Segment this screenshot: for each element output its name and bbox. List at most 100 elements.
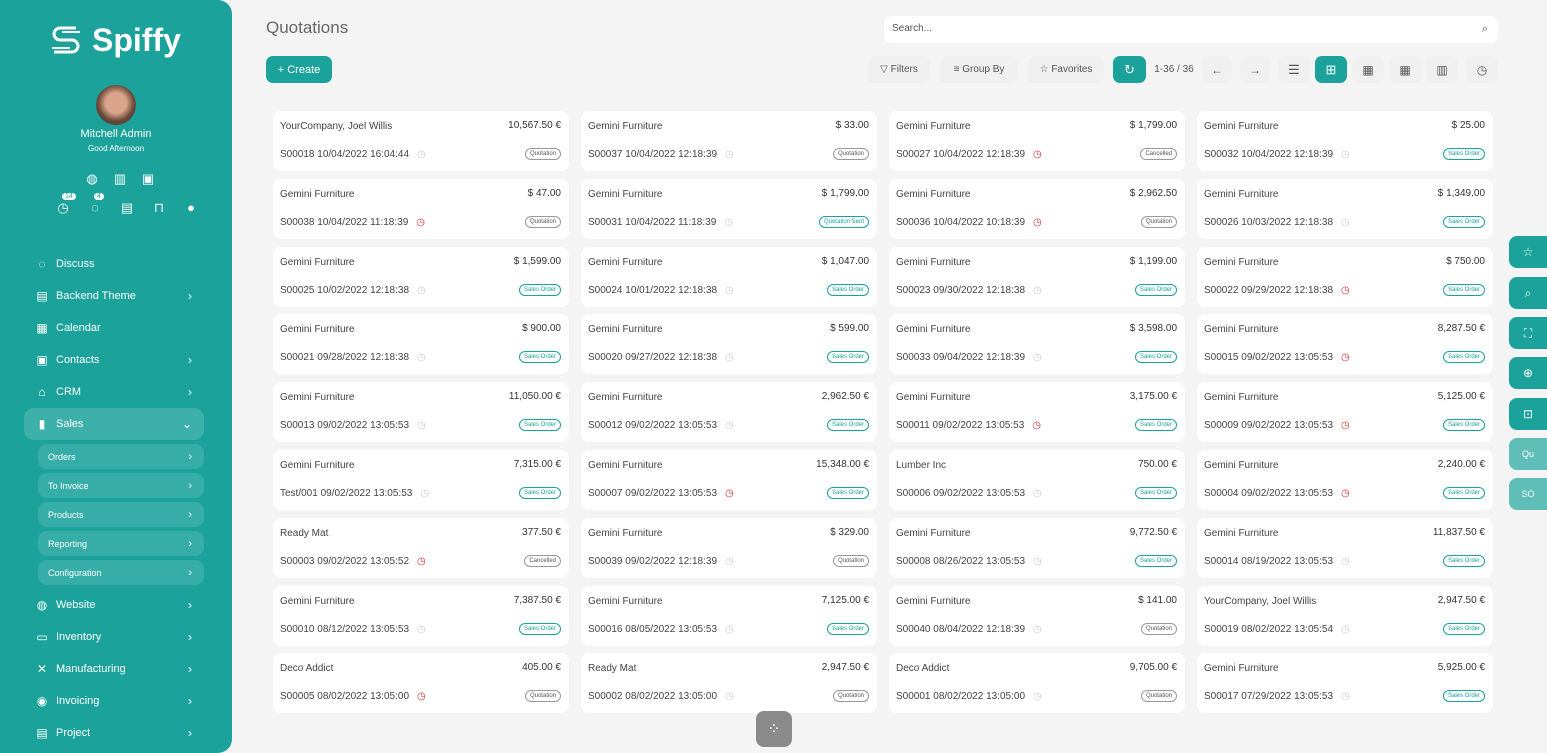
quotation-card[interactable]: Gemini Furniture $ 1,047.00 S00024 10/01… <box>581 246 877 307</box>
bookmark-button[interactable]: ⊡ <box>1509 398 1547 430</box>
activity-clock-icon[interactable]: ◷ <box>417 352 426 364</box>
search-input[interactable]: Search... ⌕ <box>884 16 1498 43</box>
quotation-card[interactable]: Gemini Furniture 7,387.50 € S00010 08/12… <box>273 585 569 646</box>
quotation-card[interactable]: Gemini Furniture 2,962.50 € S00012 09/02… <box>581 382 877 443</box>
quotation-card[interactable]: Gemini Furniture 9,772.50 € S00008 08/26… <box>889 517 1185 578</box>
paint-roller-icon[interactable]: ▤ <box>120 200 134 215</box>
calendar-view-button[interactable]: ▦ <box>1352 56 1384 83</box>
sidebar-item-crm[interactable]: ⌂ CRM › <box>24 376 204 408</box>
quotation-card[interactable]: Ready Mat 2,947.50 € S00002 08/02/2022 1… <box>581 653 877 714</box>
activity-clock-icon[interactable]: ◷ <box>1341 420 1350 432</box>
sales-order-shortcut[interactable]: SO <box>1509 478 1547 510</box>
activity-clock-icon[interactable]: ◷ <box>1033 352 1042 364</box>
activity-clock-icon[interactable]: ◷ <box>725 284 734 296</box>
quotation-card[interactable]: Gemini Furniture $ 33.00 S00037 10/04/20… <box>581 111 877 171</box>
group-by-button[interactable]: ≡ Group By <box>940 56 1018 83</box>
quotation-card[interactable]: Gemini Furniture $ 141.00 S00040 08/04/2… <box>889 585 1185 646</box>
quotation-card[interactable]: Gemini Furniture 5,125.00 € S00009 09/02… <box>1197 382 1493 443</box>
activity-clock-icon[interactable]: ◷ <box>1341 284 1350 296</box>
company-icon[interactable]: ▥ <box>113 171 127 186</box>
activity-clock-icon[interactable]: ◷ <box>725 555 734 567</box>
sidebar-subitem-products[interactable]: Products › <box>38 502 204 527</box>
activity-clock-icon[interactable]: ◷ <box>416 216 426 228</box>
quotation-card[interactable]: Gemini Furniture 15,348.00 € S00007 09/0… <box>581 450 877 510</box>
quotation-card[interactable]: Gemini Furniture 7,125.00 € S00016 08/05… <box>581 585 877 646</box>
refresh-button[interactable]: ↻ <box>1113 56 1146 83</box>
lock-icon[interactable]: ⊓ <box>153 200 165 215</box>
quotation-card[interactable]: Gemini Furniture 2,240.00 € S00004 09/02… <box>1197 450 1493 510</box>
sidebar-item-website[interactable]: ◍ Website › <box>24 589 204 621</box>
activity-clock-icon[interactable]: ◷ <box>417 420 426 432</box>
favorite-star-button[interactable]: ☆ <box>1509 236 1547 268</box>
activity-clock-icon[interactable]: ◷ <box>1032 420 1042 432</box>
quotation-card[interactable]: Gemini Furniture $ 2,962.50 S00036 10/04… <box>889 178 1185 239</box>
activity-clock-icon[interactable]: ◷ <box>1033 691 1042 703</box>
search-icon[interactable]: ⌕ <box>1481 23 1488 35</box>
quotation-card[interactable]: Gemini Furniture 3,175.00 € S00011 09/02… <box>889 382 1185 443</box>
messages-icon[interactable]: ◌ 4 <box>87 193 104 216</box>
activity-clock-icon[interactable]: ◷ <box>1033 488 1042 499</box>
dashboard-icon[interactable]: ▣ <box>141 171 155 186</box>
quotation-card[interactable]: Gemini Furniture 7,315.00 € Test/001 09/… <box>273 450 569 510</box>
pager-value[interactable]: 1-36 / 36 <box>1154 64 1194 75</box>
quotation-card[interactable]: Gemini Furniture $ 329.00 S00039 09/02/2… <box>581 517 877 578</box>
quotation-card[interactable]: Deco Addict 9,705.00 € S00001 08/02/2022… <box>889 653 1185 714</box>
activity-clock-icon[interactable]: ◷ <box>725 488 734 499</box>
quotation-card[interactable]: Deco Addict 405.00 € S00005 08/02/2022 1… <box>273 653 569 714</box>
sidebar-item-sales[interactable]: ▮ Sales ⌄ <box>24 408 204 440</box>
kanban-view-button[interactable]: ⊞ <box>1315 56 1347 83</box>
globe-icon[interactable]: ◍ <box>86 171 98 186</box>
apps-menu-button[interactable]: ⁘ <box>756 711 792 747</box>
pager-next-button[interactable]: → <box>1240 56 1270 83</box>
quotation-card[interactable]: Gemini Furniture $ 3,598.00 S00033 09/04… <box>889 314 1185 375</box>
sidebar-subitem-reporting[interactable]: Reporting › <box>38 531 204 556</box>
quotation-card[interactable]: Gemini Furniture 8,287.50 € S00015 09/02… <box>1197 314 1493 375</box>
quotation-card[interactable]: Gemini Furniture $ 1,799.00 S00027 10/04… <box>889 111 1185 171</box>
activity-clock-icon[interactable]: ◷ <box>420 488 430 499</box>
sidebar-item-inventory[interactable]: ▭ Inventory › <box>24 621 204 653</box>
quotation-card[interactable]: Lumber Inc 750.00 € S00006 09/02/2022 13… <box>889 450 1185 510</box>
quotation-card[interactable]: Gemini Furniture $ 1,599.00 S00025 10/02… <box>273 246 569 307</box>
sidebar-item-project[interactable]: ▤ Project › <box>24 717 204 749</box>
activity-clock-icon[interactable]: ◷ <box>417 691 426 703</box>
list-view-button[interactable]: ☰ <box>1278 56 1310 83</box>
activity-clock-icon[interactable]: ◷ <box>417 284 426 296</box>
zoom-in-button[interactable]: ⊕ <box>1509 357 1547 389</box>
activity-clock-icon[interactable]: ◷ <box>725 691 734 703</box>
activity-clock-icon[interactable]: ◷ <box>725 420 734 432</box>
quotation-card[interactable]: Gemini Furniture $ 25.00 S00032 10/04/20… <box>1197 111 1493 171</box>
activity-clock-icon[interactable]: ◷ <box>1341 216 1350 228</box>
activity-clock-icon[interactable]: ◷ <box>725 623 734 635</box>
favorites-button[interactable]: ☆ Favorites <box>1028 56 1104 83</box>
activity-clock-icon[interactable]: ◷ <box>1033 216 1042 228</box>
floating-search-button[interactable]: ⌕ <box>1509 277 1547 309</box>
quotation-card[interactable]: YourCompany, Joel Willis 2,947.50 € S000… <box>1197 585 1493 646</box>
activity-clock-icon[interactable]: ◷ 14 <box>55 193 76 216</box>
activity-clock-icon[interactable]: ◷ <box>1341 555 1350 567</box>
quotation-card[interactable]: Ready Mat 377.50 € S00003 09/02/2022 13:… <box>273 517 569 578</box>
filters-button[interactable]: ▽ Filters <box>868 56 930 83</box>
quotation-card[interactable]: Gemini Furniture $ 1,799.00 S00031 10/04… <box>581 178 877 239</box>
activity-clock-icon[interactable]: ◷ <box>1341 352 1350 364</box>
sidebar-item-discuss[interactable]: ◌ Discuss <box>24 248 204 280</box>
activity-clock-icon[interactable]: ◷ <box>1341 149 1350 160</box>
activity-view-button[interactable]: ◷ <box>1466 56 1498 83</box>
activity-clock-icon[interactable]: ◷ <box>1341 623 1350 635</box>
sidebar-item-invoicing[interactable]: ◉ Invoicing › <box>24 685 204 717</box>
quotation-card[interactable]: YourCompany, Joel Willis 10,567.50 € S00… <box>273 111 569 171</box>
quotation-card[interactable]: Gemini Furniture $ 750.00 S00022 09/29/2… <box>1197 246 1493 307</box>
activity-clock-icon[interactable]: ◷ <box>1341 488 1350 499</box>
activity-clock-icon[interactable]: ◷ <box>417 623 426 635</box>
create-button[interactable]: + Create <box>266 56 332 83</box>
quotation-card[interactable]: Gemini Furniture 11,837.50 € S00014 08/1… <box>1197 517 1493 578</box>
quotation-card[interactable]: Gemini Furniture $ 1,199.00 S00023 09/30… <box>889 246 1185 307</box>
sidebar-subitem-to-invoice[interactable]: To Invoice › <box>38 473 204 498</box>
activity-clock-icon[interactable]: ◷ <box>417 555 426 567</box>
activity-clock-icon[interactable]: ◷ <box>724 216 734 228</box>
quotation-card[interactable]: Gemini Furniture $ 900.00 S00021 09/28/2… <box>273 314 569 375</box>
activity-clock-icon[interactable]: ◷ <box>1033 149 1042 160</box>
activity-clock-icon[interactable]: ◷ <box>1033 284 1042 296</box>
activity-clock-icon[interactable]: ◷ <box>1033 555 1042 567</box>
activity-clock-icon[interactable]: ◷ <box>725 149 734 160</box>
activity-clock-icon[interactable]: ◷ <box>1033 623 1042 635</box>
